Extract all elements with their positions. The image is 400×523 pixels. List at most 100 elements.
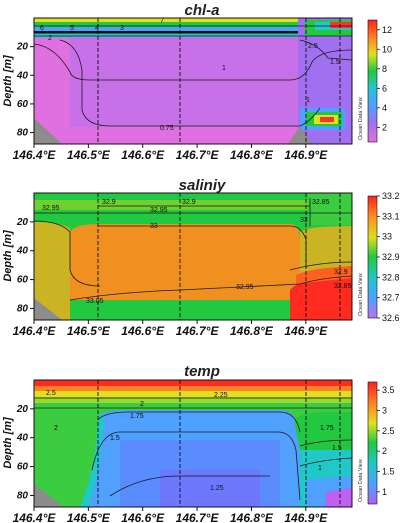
x-tick-label: 146.5°E	[67, 511, 111, 523]
contour-label: 1.5	[330, 59, 340, 66]
contour-label: 1.25	[210, 485, 224, 492]
contour-label: 2	[48, 35, 52, 42]
contour-label: 2	[54, 425, 58, 432]
x-tick-label: 146.6°E	[121, 148, 165, 162]
contour-label: 32.9	[334, 269, 348, 276]
x-tick-label: 146.7°E	[176, 324, 220, 338]
plot-frame	[33, 379, 353, 508]
contour-label: 1.5	[110, 435, 120, 442]
colorbar-scale	[367, 381, 378, 505]
x-tick-label: 146.9°E	[284, 324, 328, 338]
contour-label: 1.5	[332, 445, 342, 452]
contour-label: 2.25	[214, 392, 228, 399]
station-lines	[97, 193, 341, 320]
y-tick-label: 80	[17, 303, 29, 314]
y-tick-label: 40	[16, 433, 29, 444]
station-lines	[97, 18, 341, 144]
colorbar-tick-label: 1	[382, 487, 387, 497]
contour-label: 2.5	[308, 43, 318, 50]
salinity-panel: saliniy 32.95 32.9 32.95	[2, 177, 400, 338]
colorbar-ticks: 1 1.5 2 2.5 3 3.5	[377, 385, 395, 497]
x-tick-label: 146.9°E	[284, 511, 328, 523]
y-tick-label: 20	[16, 42, 29, 53]
contour-label: 5	[70, 25, 74, 32]
colorbar-tick-label: 4	[382, 103, 387, 113]
colorbar-tick-label: 33.1	[382, 211, 400, 221]
contour-label: 2	[140, 401, 144, 408]
contour-label: 7	[160, 18, 164, 25]
axes: 146.4°E 146.5°E 146.6°E 146.7°E 146.8°E 146.9…	[13, 217, 329, 338]
x-tick-label: 146.5°E	[67, 148, 111, 162]
temperature-panel: temp	[2, 363, 395, 523]
contour-label: 32.95	[150, 207, 168, 214]
chl-a-panel: chl-a	[2, 2, 392, 162]
contour-label: 32.95	[236, 284, 254, 291]
contour-label: 33.05	[86, 298, 104, 305]
y-axis-label: Depth [m]	[2, 417, 14, 469]
contour-label: 1	[306, 97, 310, 104]
colorbar-tick-label: 3	[382, 405, 387, 415]
x-tick-label: 146.7°E	[176, 148, 220, 162]
y-tick-label: 60	[17, 275, 29, 286]
colorbar: 1 1.5 2 2.5 3 3.5	[367, 381, 395, 505]
contour-label: 32.9	[102, 199, 116, 206]
colorbar-tick-label: 1.5	[382, 466, 395, 476]
colorbar-tick-label: 33	[382, 232, 392, 242]
station-lines	[97, 380, 341, 507]
contour-label: 0.75	[160, 125, 174, 132]
contour-label: 2.5	[46, 390, 56, 397]
chart-title: chl-a	[184, 2, 219, 19]
contour-label: 32.9	[182, 199, 196, 206]
watermark: Ocean Data View	[358, 97, 364, 140]
colorbar-tick-label: 32.7	[382, 293, 400, 303]
x-tick-label: 146.4°E	[13, 511, 57, 523]
colorbar-tick-label: 10	[382, 44, 392, 54]
y-tick-label: 40	[16, 70, 29, 81]
watermark: Ocean Data View	[358, 273, 364, 316]
colorbar-tick-label: 33.2	[382, 191, 400, 201]
y-tick-label: 20	[16, 404, 29, 415]
y-tick-label: 80	[17, 490, 29, 501]
x-tick-label: 146.6°E	[121, 324, 165, 338]
contour-label: 33	[150, 223, 158, 230]
contour-label: 1.75	[320, 425, 334, 432]
contour-label: 1	[222, 65, 226, 72]
colorbar-tick-label: 2.5	[382, 426, 395, 436]
x-tick-label: 146.5°E	[67, 324, 111, 338]
colorbar-tick-label: 12	[382, 25, 392, 35]
contour-label: 4	[95, 25, 99, 32]
x-tick-label: 146.8°E	[230, 324, 274, 338]
contour-label: 6	[40, 25, 44, 32]
axes: 146.4°E 146.5°E 146.6°E 146.7°E 146.8°E 146.9…	[13, 404, 329, 523]
contour-labels: 7 6 5 4 3 2 1 0.75 2.5 1.5 1	[40, 18, 340, 132]
colorbar-ticks: 32.6 32.7 32.8 32.9 33 33.1 33.2	[377, 191, 400, 323]
y-tick-label: 60	[17, 462, 29, 473]
contour-label: 3	[120, 25, 124, 32]
chart-title: temp	[184, 363, 220, 380]
watermark: Ocean Data View	[358, 459, 364, 502]
y-axis-label: Depth [m]	[2, 55, 14, 107]
chart-title: saliniy	[179, 177, 226, 194]
contour-label: 33	[300, 217, 308, 224]
y-tick-label: 60	[17, 99, 29, 110]
x-tick-label: 146.4°E	[13, 324, 57, 338]
contour-label: 32.85	[334, 283, 352, 290]
plot-area	[33, 18, 353, 144]
contour-label: 1.75	[130, 413, 144, 420]
contour-labels: 2.5 2 2.25 2 1.75 1.5 1.25 1 1.75 1.5	[46, 390, 342, 492]
plot-area	[34, 380, 353, 507]
colorbar-tick-label: 32.6	[382, 313, 400, 323]
y-tick-label: 40	[16, 246, 29, 257]
contour-label: 32.85	[312, 199, 330, 206]
x-tick-label: 146.7°E	[176, 511, 220, 523]
x-tick-label: 146.8°E	[230, 511, 274, 523]
plot-frame	[33, 192, 353, 321]
colorbar-ticks: 2 4 6 8 10 12	[377, 25, 392, 132]
colorbar: 2 4 6 8 10 12	[367, 19, 392, 143]
colorbar-tick-label: 6	[382, 83, 387, 93]
x-tick-label: 146.9°E	[284, 148, 328, 162]
contour-labels: 32.95 32.9 32.95 33 32.9 32.85 33 32.95 …	[42, 199, 352, 305]
x-tick-label: 146.6°E	[121, 511, 165, 523]
colorbar-scale	[367, 195, 378, 319]
